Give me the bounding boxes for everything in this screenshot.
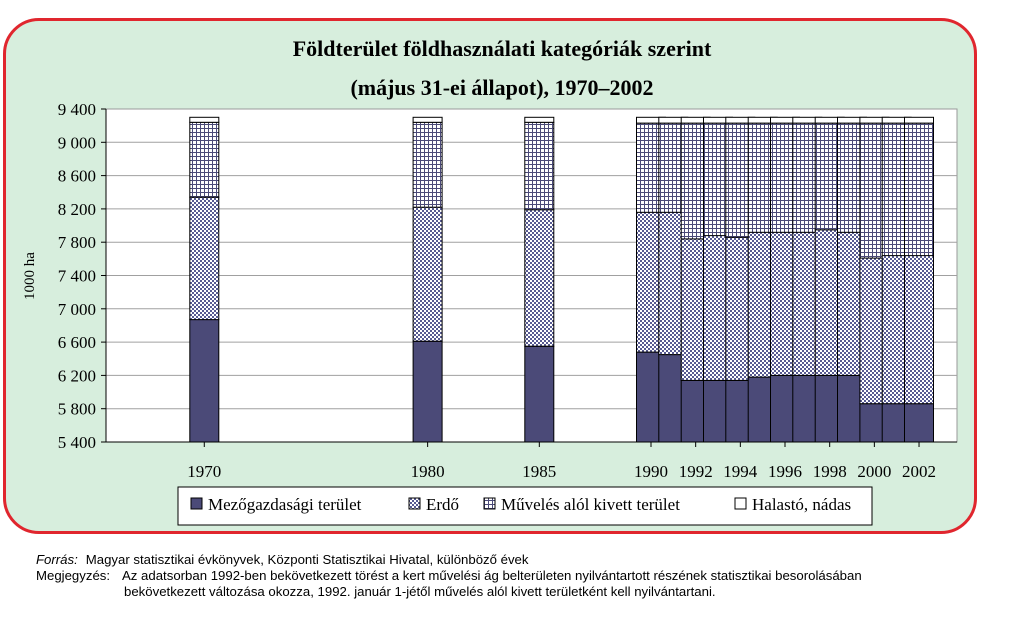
bar-2002	[904, 116, 934, 443]
y-tick-label: 7 800	[58, 233, 96, 252]
bar-1970	[189, 116, 220, 443]
source-note: Forrás: Magyar statisztikai évkönyvek, K…	[36, 552, 996, 600]
bar-segment-fishpond	[904, 116, 934, 124]
x-tick-label: 2002	[902, 462, 936, 481]
note-label: Megjegyzés:	[36, 568, 111, 583]
legend-swatch-agri	[190, 497, 203, 510]
x-tick-label: 1985	[522, 462, 556, 481]
bar-segment-agri	[904, 403, 934, 443]
bar-segment-forest	[412, 206, 443, 342]
legend-swatch-forest	[408, 497, 421, 510]
x-axis-ticks: 1970 1980 1985 1990 1992 1994 1996 1998 2000 2002	[105, 109, 957, 481]
bar-segment-agri	[412, 340, 443, 443]
note-text-line-1: Az adatsorban 1992-ben bekövetkezett tör…	[122, 568, 862, 583]
legend-label-forest: Erdő	[426, 495, 459, 514]
y-tick-label: 7 400	[58, 267, 96, 286]
y-tick-label: 5 800	[58, 400, 96, 419]
bar-segment-agri	[524, 345, 555, 443]
note-text-line-2: bekövetkezett változása okozza, 1992. ja…	[124, 584, 716, 599]
bar-1985	[524, 116, 555, 443]
x-tick-label: 1998	[813, 462, 847, 481]
legend-swatch-withdrawn	[483, 497, 496, 510]
legend-label-withdrawn: Művelés alól kivett terület	[501, 495, 680, 514]
y-axis-ticks: 9 400 9 000 8 600 8 200 7 800 7 400 7 000 6 600…	[58, 100, 106, 452]
y-axis-label: 1000 ha	[22, 252, 38, 300]
bar-segment-withdrawn	[412, 121, 443, 208]
y-tick-label: 9 000	[58, 133, 96, 152]
y-tick-label: 8 600	[58, 167, 96, 186]
y-tick-label: 8 200	[58, 200, 96, 219]
bar-segment-withdrawn	[189, 121, 220, 198]
source-label: Forrás:	[36, 552, 78, 567]
x-tick-label: 1990	[634, 462, 668, 481]
chart-title-line-1: Földterület földhasználati kategóriák sz…	[293, 36, 712, 61]
y-tick-label: 6 600	[58, 333, 96, 352]
bar-segment-withdrawn	[904, 122, 934, 257]
bar-1980	[412, 116, 443, 443]
chart: Földterület földhasználati kategóriák sz…	[22, 36, 958, 526]
source-text: Magyar statisztikai évkönyvek, Központi …	[85, 552, 529, 567]
y-tick-label: 7 000	[58, 300, 96, 319]
y-tick-label: 6 200	[58, 366, 96, 385]
source-row: Forrás: Magyar statisztikai évkönyvek, K…	[36, 552, 996, 568]
bar-segment-agri	[189, 319, 220, 443]
bar-segment-forest	[524, 209, 555, 347]
chart-title-line-2: (május 31-ei állapot), 1970–2002	[350, 75, 653, 100]
legend-label-fishpond: Halastó, nádas	[752, 495, 851, 514]
bar-segment-fishpond	[524, 116, 555, 123]
note-row: Megjegyzés: Az adatsorban 1992-ben beköv…	[36, 568, 996, 584]
legend: Mezőgazdasági terület Erdő Művelés alól …	[177, 486, 873, 526]
legend-label-agri: Mezőgazdasági terület	[208, 495, 362, 514]
y-tick-label: 5 400	[58, 433, 96, 452]
bars	[189, 116, 934, 443]
bar-segment-forest	[189, 196, 220, 321]
bar-segment-forest	[904, 255, 934, 405]
x-tick-label: 1980	[411, 462, 445, 481]
x-tick-label: 2000	[857, 462, 891, 481]
x-tick-label: 1994	[723, 462, 758, 481]
legend-swatch-fishpond	[734, 497, 747, 510]
y-tick-label: 9 400	[58, 100, 96, 119]
bar-segment-fishpond	[189, 116, 220, 123]
bar-segment-withdrawn	[524, 121, 555, 211]
x-tick-label: 1996	[768, 462, 802, 481]
x-tick-label: 1992	[679, 462, 713, 481]
legend-box	[177, 486, 873, 526]
bar-segment-fishpond	[412, 116, 443, 123]
x-tick-label: 1970	[187, 462, 221, 481]
